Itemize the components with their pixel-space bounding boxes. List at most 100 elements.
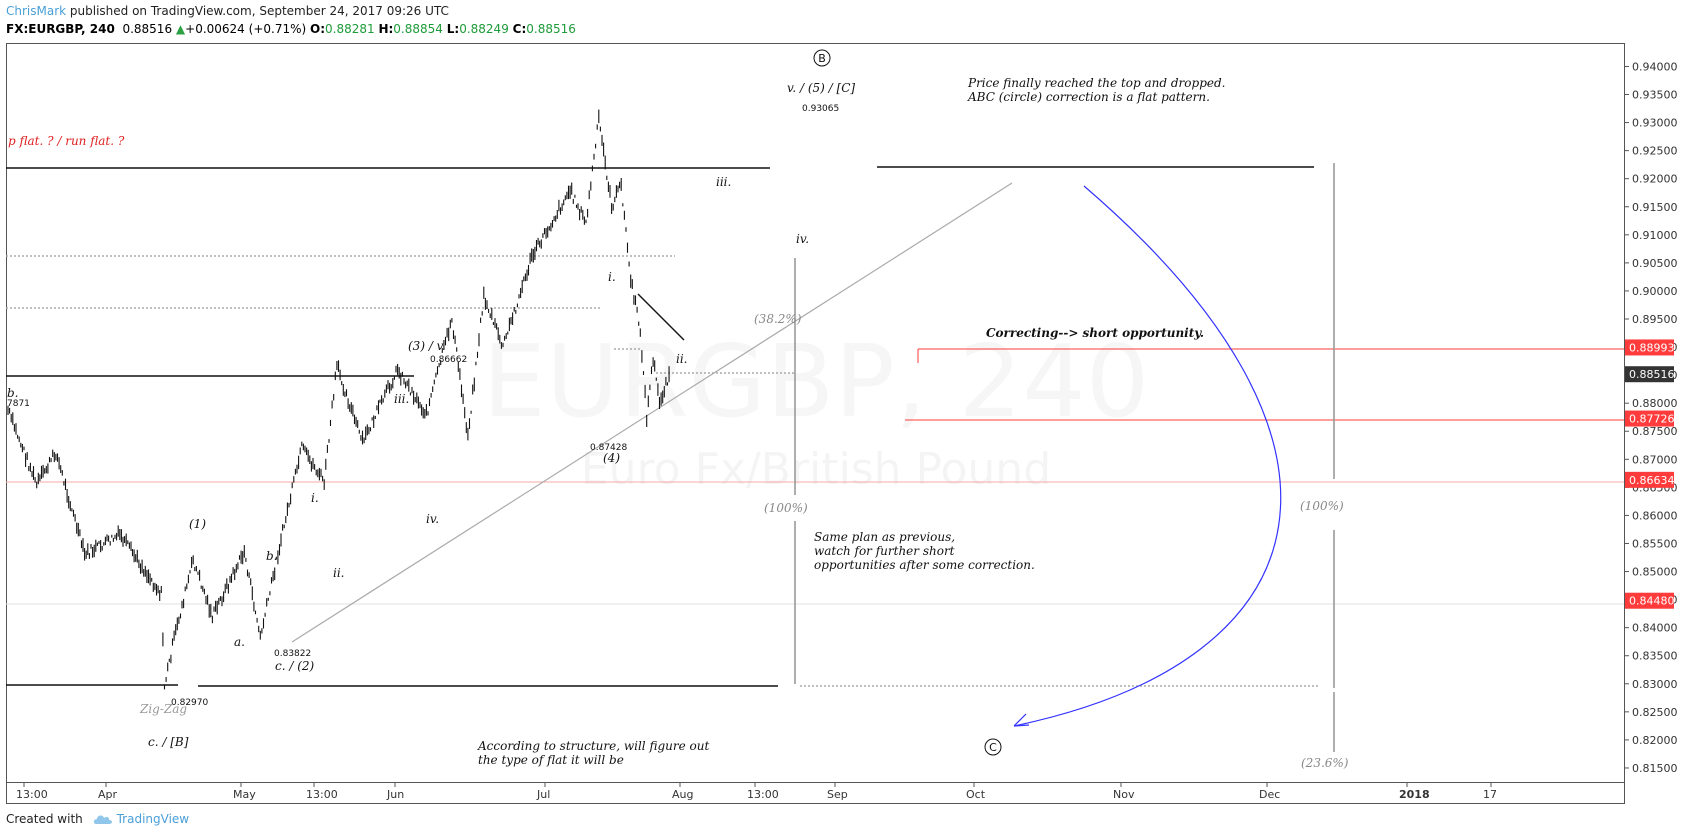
note-plan-1: Same plan as previous, — [814, 530, 955, 544]
x-tick-label: Aug — [672, 788, 693, 801]
label-wave3-price: 0.86662 — [430, 355, 467, 365]
x-tick-label: Apr — [98, 788, 118, 801]
x-tick-label: May — [233, 788, 256, 801]
y-tick-label: 0.83500 — [1632, 650, 1678, 663]
note-top-2: ABC (circle) correction is a flat patter… — [967, 90, 1210, 104]
label-wave2: c. / (2) — [275, 659, 315, 673]
trendline — [291, 182, 1013, 643]
low-value: 0.88249 — [459, 22, 509, 36]
label-iii-mid: iii. — [394, 392, 409, 406]
label-iv-upper: iv. — [796, 232, 809, 246]
price-tag-label: 0.87726 — [1629, 413, 1675, 426]
symbol-label[interactable]: FX:EURGBP, 240 — [6, 22, 115, 36]
y-tick-label: 0.81500 — [1632, 762, 1678, 775]
y-tick-label: 0.92000 — [1632, 173, 1678, 186]
label-fib100-right: (100%) — [1300, 499, 1344, 513]
y-tick-label: 0.93500 — [1632, 89, 1678, 102]
x-tick-label: Dec — [1259, 788, 1280, 801]
x-tick-label: Oct — [966, 788, 986, 801]
x-tick-label: Sep — [827, 788, 848, 801]
svg-text:C: C — [989, 741, 997, 754]
label-i-low: i. — [311, 491, 319, 505]
y-tick-label: 0.87000 — [1632, 453, 1678, 466]
y-tick-label: 0.91500 — [1632, 201, 1678, 214]
publish-line: ChrisMark published on TradingView.com, … — [6, 4, 449, 18]
high-label: H: — [378, 22, 394, 36]
label-top-price: 0.93065 — [802, 104, 839, 114]
time-axis[interactable]: 13:00 Apr May 13:00 Jun Jul Aug 13:00 Sep Oct Nov D… — [16, 782, 1497, 801]
open-label: O: — [310, 22, 325, 36]
label-iii-upper: iii. — [716, 175, 731, 189]
projection-arc — [1013, 185, 1282, 727]
annotations: v. / (5) / [C] 0.93065 Price finally rea… — [7, 76, 1349, 770]
label-fib100-mid: (100%) — [764, 501, 808, 515]
high-value: 0.88854 — [393, 22, 443, 36]
x-tick-label: 17 — [1483, 788, 1497, 801]
label-low1-price: 0.82970 — [171, 698, 208, 708]
tradingview-cloud-icon[interactable] — [93, 814, 113, 825]
arc-arrowhead — [1013, 713, 1030, 727]
note-structure-2: the type of flat it will be — [478, 753, 624, 767]
last-price: 0.88516 — [122, 22, 173, 36]
y-tick-label: 0.86000 — [1632, 509, 1678, 522]
y-tick-label: 0.82500 — [1632, 706, 1678, 719]
y-tick-label: 0.84000 — [1632, 622, 1678, 635]
author-link[interactable]: ChrisMark — [6, 4, 67, 18]
tradingview-link[interactable]: TradingView — [116, 812, 190, 826]
price-tag-bg — [1625, 592, 1674, 609]
note-top-1: Price finally reached the top and droppe… — [967, 76, 1225, 90]
y-tick-label: 0.90500 — [1632, 257, 1678, 270]
watermark-symbol: EURGBP, 240 — [483, 323, 1150, 440]
close-label: C: — [512, 22, 527, 36]
price-tag-bg — [1625, 339, 1674, 356]
label-fib236: (23.6%) — [1301, 756, 1349, 770]
svg-text:B: B — [818, 52, 826, 65]
label-b-left-price: 7871 — [7, 399, 30, 409]
drawing-layer — [6, 163, 1624, 752]
label-a-low: a. — [234, 635, 245, 649]
y-tick-label: 0.91000 — [1632, 229, 1678, 242]
y-tick-label: 0.88000 — [1632, 397, 1678, 410]
price-tag-label: 0.88516 — [1629, 368, 1675, 381]
label-wave3: (3) / v. — [408, 339, 446, 353]
x-tick-label: 2018 — [1399, 788, 1430, 801]
x-tick-label: Jul — [536, 788, 550, 801]
label-wave4: (4) — [603, 451, 620, 465]
label-flat: p flat. ? / run flat. ? — [8, 134, 125, 148]
label-short-opportunity: Correcting--> short opportunity. — [986, 326, 1204, 340]
mini-trendline — [637, 293, 685, 341]
symbol-legend: FX:EURGBP, 240 0.88516 ▲+0.00624 (+0.71%… — [6, 22, 576, 36]
label-wave4-price: 0.87428 — [590, 443, 627, 453]
label-b-left: b. — [7, 386, 19, 400]
label-ii-low: ii. — [333, 566, 345, 580]
y-tick-label: 0.92500 — [1632, 145, 1678, 158]
price-tag-bg — [1625, 366, 1674, 383]
up-arrow-icon: ▲ — [175, 22, 186, 36]
label-waveB: c. / [B] — [148, 735, 189, 749]
note-plan-3: opportunities after some correction. — [814, 558, 1035, 572]
y-tick-label: 0.85500 — [1632, 537, 1678, 550]
x-tick-label: 13:00 — [306, 788, 338, 801]
price-tag-label: 0.86634 — [1629, 474, 1675, 487]
y-tick-label: 0.83000 — [1632, 678, 1678, 691]
y-tick-label: 0.90000 — [1632, 285, 1678, 298]
label-low2-price: 0.83822 — [274, 649, 311, 659]
y-tick-label: 0.89500 — [1632, 313, 1678, 326]
price-tags: 0.88993 0.88516 0.87726 0.86634 0.84480 — [1625, 339, 1675, 609]
published-text: published on TradingView.com, September … — [66, 4, 449, 18]
label-i-upper: i. — [608, 270, 616, 284]
change-value: +0.00624 (+0.71%) — [185, 22, 307, 36]
x-tick-label: 13:00 — [16, 788, 48, 801]
y-tick-label: 0.85000 — [1632, 566, 1678, 579]
price-series — [7, 109, 670, 690]
y-tick-label: 0.87500 — [1632, 425, 1678, 438]
y-tick-label: 0.94000 — [1632, 60, 1678, 73]
label-ii-upper: ii. — [676, 352, 688, 366]
price-tag-bg — [1625, 410, 1674, 427]
close-value: 0.88516 — [526, 22, 576, 36]
wave-circle-B: B — [813, 49, 831, 67]
label-b-low: b. — [266, 549, 278, 563]
label-fib382: (38.2%) — [754, 312, 802, 326]
label-wave1: (1) — [189, 517, 206, 531]
